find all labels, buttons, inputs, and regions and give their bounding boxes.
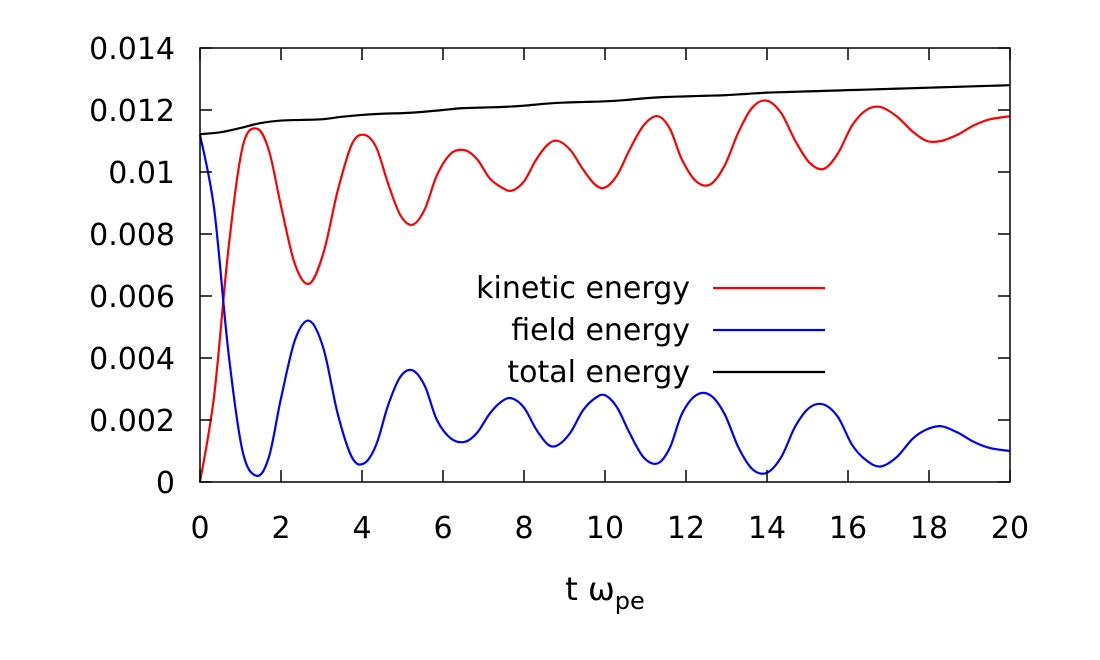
x-tick-label: 12 — [667, 511, 705, 546]
x-tick-label: 20 — [991, 511, 1029, 546]
x-tick-label: 0 — [190, 511, 209, 546]
axis-ticks — [199, 47, 1011, 483]
x-tick-label: 8 — [514, 511, 533, 546]
legend-label-total-energy: total energy — [507, 355, 690, 390]
y-tick-label: 0.006 — [89, 280, 175, 315]
y-tick-label: 0.002 — [89, 404, 175, 439]
plot-frame — [199, 47, 1011, 483]
series-layer — [198, 84, 1011, 483]
legend-label-kinetic-energy: kinetic energy — [476, 271, 690, 306]
x-axis-title-subscript: pe — [615, 587, 645, 615]
legend: kinetic energy field energy total energy — [476, 271, 825, 390]
series-line-total-energy — [199, 84, 1011, 136]
y-tick-label: 0 — [156, 466, 175, 501]
x-tick-label: 6 — [433, 511, 452, 546]
x-tick-label: 18 — [910, 511, 948, 546]
y-tick-labels: 0 0.002 0.004 0.006 0.008 0.01 0.012 0.014 — [89, 32, 175, 501]
y-tick-label: 0.012 — [89, 94, 175, 129]
x-tick-label: 4 — [352, 511, 371, 546]
plot-area — [198, 47, 1011, 483]
x-tick-labels: 0 2 4 6 8 10 12 14 16 18 20 — [190, 511, 1029, 546]
y-tick-label: 0.008 — [89, 218, 175, 253]
series-line-field-energy — [198, 134, 1011, 477]
y-tick-label: 0.004 — [89, 342, 175, 377]
x-tick-label: 16 — [829, 511, 867, 546]
x-axis-title-main: t ω — [565, 570, 615, 608]
x-tick-label: 10 — [586, 511, 624, 546]
series-line-kinetic-energy — [198, 99, 1011, 483]
legend-label-field-energy: field energy — [511, 313, 690, 348]
x-axis-title: t ωpe — [565, 570, 645, 615]
x-tick-label: 2 — [271, 511, 290, 546]
y-tick-label: 0.01 — [108, 156, 175, 191]
y-tick-label: 0.014 — [89, 32, 175, 67]
x-tick-label: 14 — [748, 511, 786, 546]
